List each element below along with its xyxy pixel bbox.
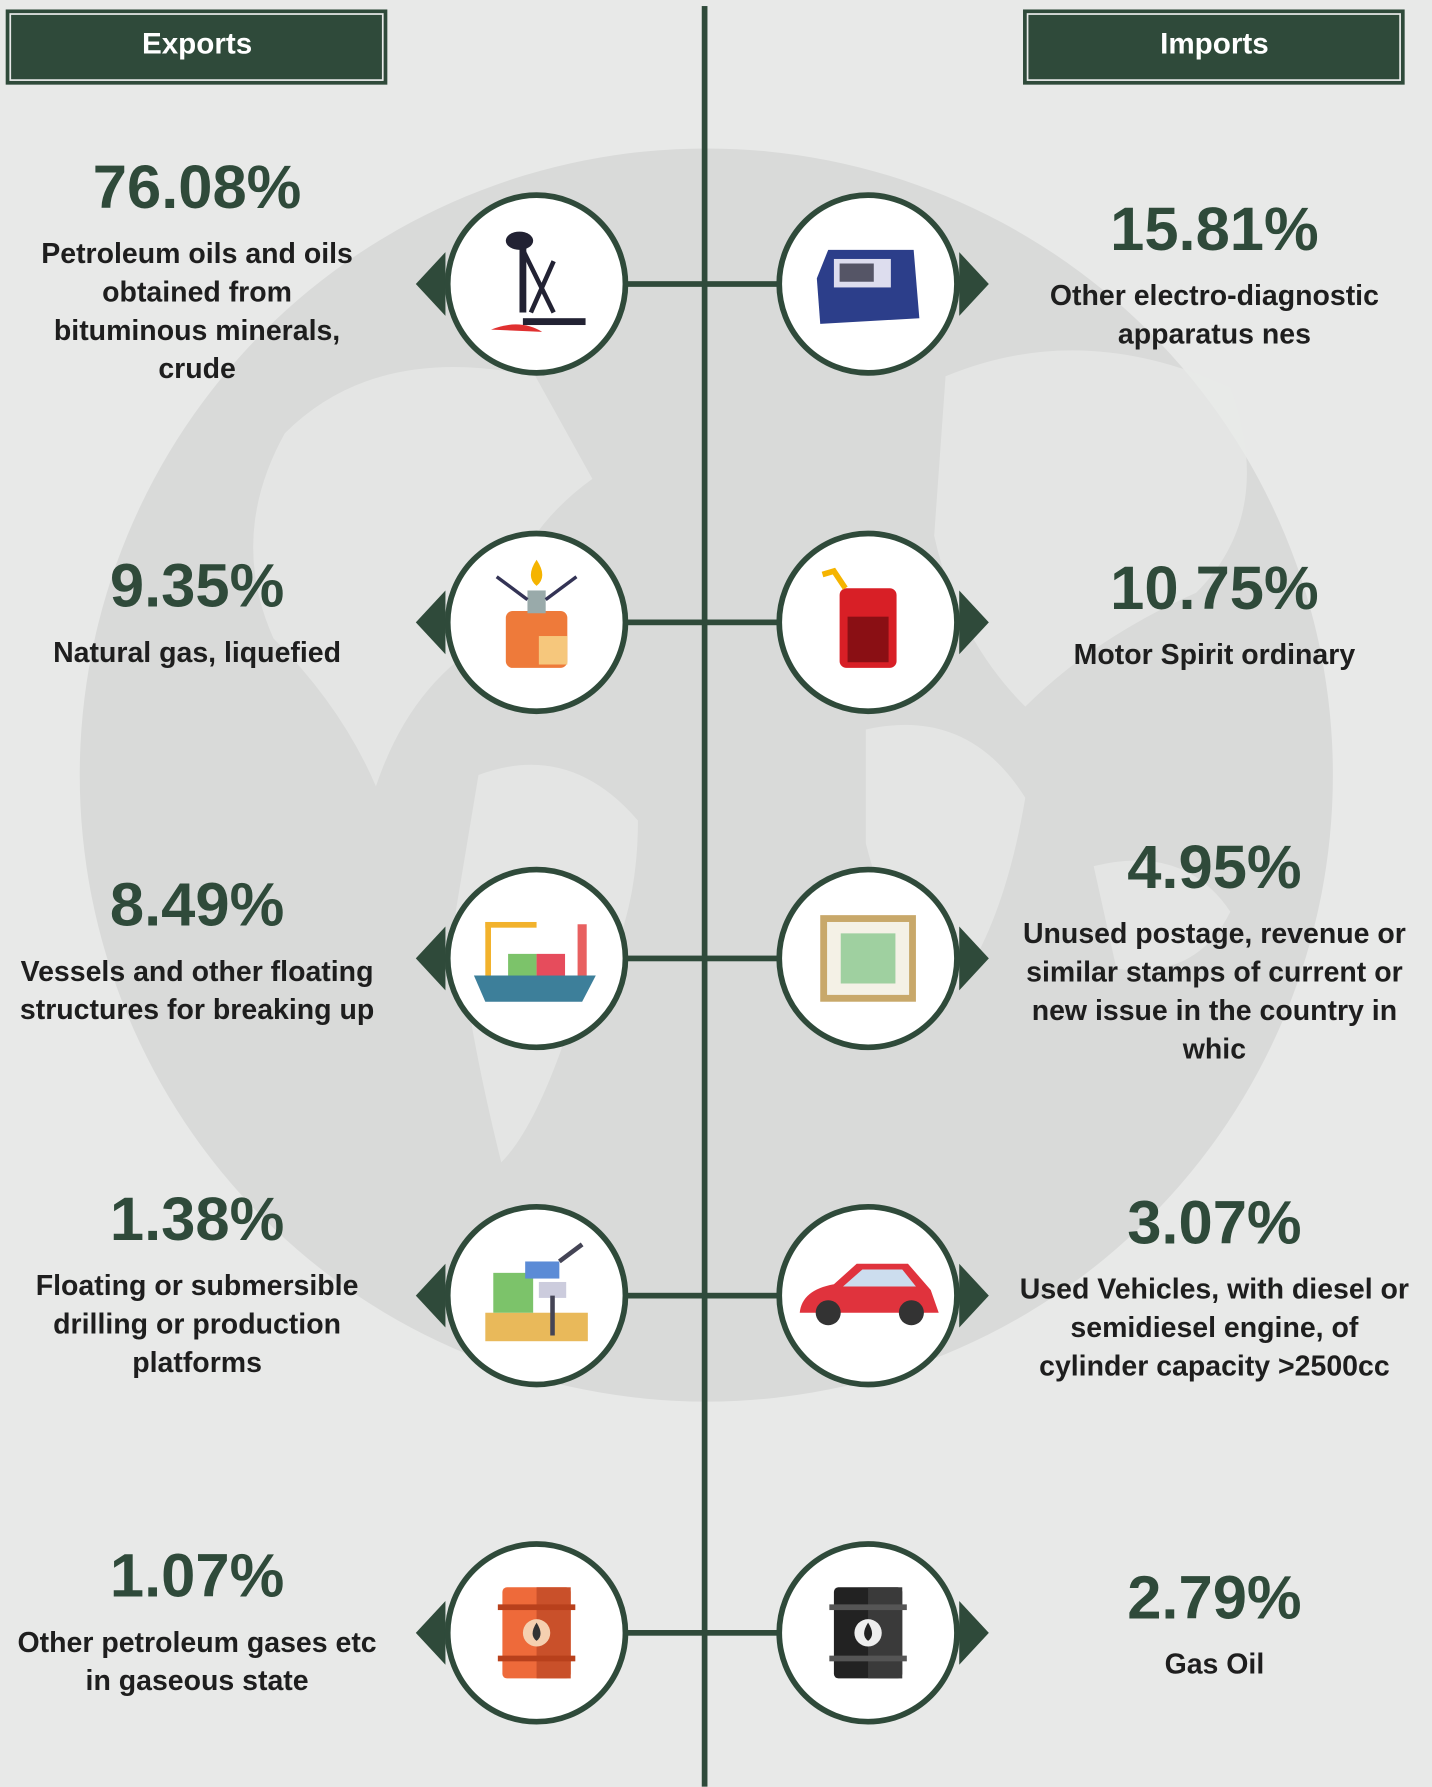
icon-part [829, 1655, 907, 1662]
icon-part [536, 953, 566, 976]
header-border [9, 13, 384, 81]
label-line: Used Vehicles, with diesel or [1020, 1274, 1409, 1306]
label-line: new issue in the country in [1032, 995, 1397, 1027]
connector [626, 1292, 781, 1299]
icon-part [839, 263, 874, 282]
arrow [415, 1263, 446, 1328]
percentage: 1.07% [110, 1542, 284, 1611]
arrow [415, 926, 446, 991]
percentage: 9.35% [110, 552, 284, 621]
label-line: platforms [132, 1347, 262, 1379]
label-line: whic [1182, 1033, 1246, 1065]
percentage: 76.08% [93, 153, 302, 222]
label-line: structures for breaking up [20, 994, 374, 1026]
header-border [1026, 13, 1401, 81]
imports-header: Imports [1023, 9, 1405, 85]
label-line: Natural gas, liquefied [53, 637, 341, 669]
icon-part [843, 1269, 916, 1287]
percentage: 3.07% [1127, 1189, 1301, 1258]
label-line: in gaseous state [86, 1665, 309, 1697]
label-line: Petroleum oils and oils [41, 238, 353, 270]
percentage: 8.49% [110, 871, 284, 940]
icon-part [815, 1300, 841, 1326]
icon-part [550, 1242, 584, 1336]
icon-part [485, 1312, 588, 1342]
rows: 76.08% Petroleum oils and oils obtained fr… [18, 153, 1409, 1725]
percentage: 1.38% [110, 1185, 284, 1254]
label-line: Other petroleum gases etc [18, 1627, 377, 1659]
icon-circle [444, 1203, 629, 1388]
arrow [959, 926, 989, 991]
icon-part [520, 248, 556, 314]
icon-part [530, 559, 543, 586]
icon-part [495, 575, 578, 601]
percentage: 15.81% [1110, 195, 1319, 264]
icon-part [577, 924, 587, 976]
icon-part [532, 1622, 541, 1641]
arrow [959, 252, 989, 316]
label-line: bituminous minerals, [54, 315, 340, 347]
label-line: Gas Oil [1165, 1648, 1265, 1680]
icon-part [505, 231, 534, 250]
icon-part [497, 1604, 576, 1611]
label-line: Other electro-diagnostic [1050, 280, 1379, 312]
icon-part [493, 1272, 534, 1313]
icon-part [473, 975, 596, 1002]
arrow [415, 1600, 446, 1665]
arrow [959, 1263, 989, 1328]
label-line: Floating or submersible [36, 1270, 359, 1302]
icon-part [491, 324, 543, 332]
connector [626, 1630, 781, 1636]
label-line: Motor Spirit ordinary [1074, 639, 1356, 671]
label-line: Vessels and other floating [21, 956, 374, 988]
percentage: 2.79% [1127, 1563, 1301, 1632]
connector [626, 281, 781, 287]
arrow [415, 590, 446, 655]
connector [626, 955, 781, 962]
icon-part [519, 244, 527, 313]
arrow [959, 590, 989, 655]
icon-part [538, 1281, 567, 1298]
header-box [1023, 9, 1405, 85]
percentage: 10.75% [1110, 554, 1319, 623]
icon-part [508, 953, 537, 976]
icon-circle [444, 192, 629, 376]
label-line: semidiesel engine, of [1070, 1312, 1358, 1344]
header-title: Imports [1160, 28, 1269, 61]
icon-part [847, 616, 889, 663]
icon-part [538, 636, 568, 665]
label-line: cylinder capacity >2500cc [1039, 1350, 1390, 1382]
exports-header: Exports [5, 9, 388, 85]
header-box [5, 9, 388, 85]
label-line: crude [158, 353, 236, 385]
header-title: Exports [142, 28, 252, 61]
icon-part [898, 1300, 924, 1326]
arrow [959, 1600, 989, 1665]
connector [626, 619, 781, 626]
icon-part [525, 1261, 560, 1279]
label-line: obtained from [102, 276, 292, 308]
icon-part [840, 933, 896, 984]
icon-part [527, 590, 546, 614]
icon-part [821, 567, 848, 590]
icon-part [522, 318, 586, 326]
label-line: drilling or production [53, 1309, 341, 1341]
label-line: apparatus nes [1118, 319, 1311, 351]
label-line: similar stamps of current or [1026, 957, 1403, 989]
icon-part [485, 921, 537, 928]
center-line [701, 6, 708, 1787]
icon-part [829, 1604, 907, 1611]
arrow [415, 252, 446, 316]
percentage: 4.95% [1127, 833, 1301, 902]
icon-part [497, 1655, 576, 1662]
label-line: Unused postage, revenue or [1023, 918, 1406, 950]
icon-part [485, 921, 492, 976]
icon-part [864, 1622, 873, 1641]
